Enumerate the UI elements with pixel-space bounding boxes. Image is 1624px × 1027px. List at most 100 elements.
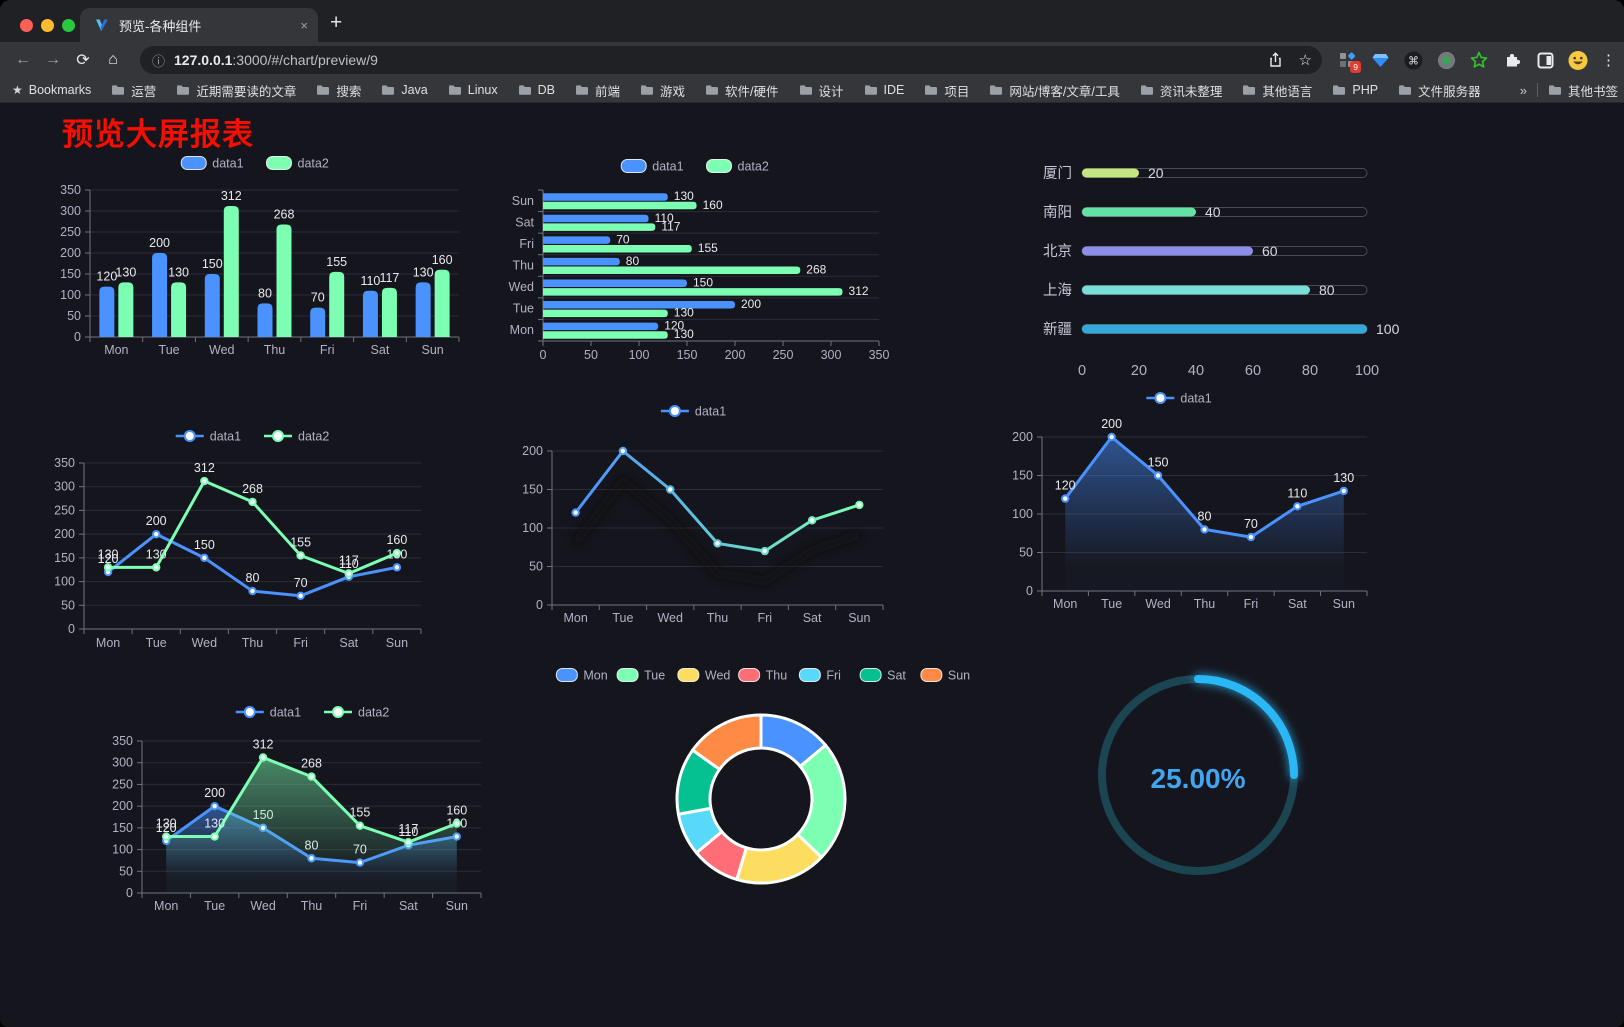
browser-menu-icon[interactable]: ⋮ xyxy=(1601,52,1616,69)
svg-text:50: 50 xyxy=(61,598,75,612)
extensions-puzzle-icon[interactable] xyxy=(1502,50,1522,70)
bookmark-item[interactable]: DB xyxy=(518,81,555,100)
svg-text:Tue: Tue xyxy=(204,899,225,913)
svg-text:Sun: Sun xyxy=(446,899,468,913)
svg-text:0: 0 xyxy=(540,348,547,362)
zoom-window-button[interactable] xyxy=(62,19,75,32)
svg-text:60: 60 xyxy=(1245,363,1261,379)
svg-text:200: 200 xyxy=(149,236,170,250)
extension-command-icon[interactable]: ⌘ xyxy=(1403,50,1423,70)
address-bar[interactable]: ⓘ 127.0.0.1 :3000/#/chart/preview/9 ☆ xyxy=(140,46,1322,74)
svg-text:110: 110 xyxy=(1287,486,1307,500)
svg-text:155: 155 xyxy=(349,806,370,820)
bookmark-item[interactable]: 游戏 xyxy=(640,81,685,100)
svg-text:300: 300 xyxy=(112,756,133,770)
svg-text:Thu: Thu xyxy=(512,259,534,273)
bookmark-item[interactable]: 前端 xyxy=(575,81,620,100)
forward-icon[interactable]: → xyxy=(45,51,61,68)
bookmarks-root[interactable]: ★ Bookmarks xyxy=(12,83,92,97)
folder-icon xyxy=(990,85,1003,95)
svg-text:Sat: Sat xyxy=(371,343,390,357)
svg-text:50: 50 xyxy=(119,864,133,878)
svg-text:70: 70 xyxy=(616,232,630,246)
extension-star-icon[interactable] xyxy=(1469,50,1489,70)
new-tab-button[interactable]: + xyxy=(330,11,343,34)
bookmark-item[interactable]: Linux xyxy=(448,81,498,100)
home-icon[interactable]: ⌂ xyxy=(108,51,118,68)
svg-text:Thu: Thu xyxy=(301,899,323,913)
divider xyxy=(1536,83,1538,97)
bookmark-item[interactable]: IDE xyxy=(864,81,904,100)
bookmark-item[interactable]: 搜索 xyxy=(316,81,361,100)
svg-text:Tue: Tue xyxy=(612,611,633,625)
gauge-chart[interactable]: 25.00% xyxy=(1090,663,1320,894)
reload-icon[interactable]: ⟳ xyxy=(76,52,90,69)
svg-text:新疆: 新疆 xyxy=(1043,321,1072,338)
folder-icon xyxy=(925,85,938,95)
svg-text:150: 150 xyxy=(194,538,215,552)
svg-text:150: 150 xyxy=(60,267,81,281)
dual-area-line-chart[interactable]: data1 data2 0 50 100 150 200 250 300 350 Mon Tue Wed… xyxy=(98,678,532,929)
svg-text:110: 110 xyxy=(655,211,674,225)
bookmark-item[interactable]: 文件服务器 xyxy=(1398,81,1481,100)
close-window-button[interactable] xyxy=(20,19,33,32)
svg-text:300: 300 xyxy=(54,480,75,494)
bookmark-item[interactable]: PHP xyxy=(1332,81,1378,100)
svg-text:200: 200 xyxy=(522,444,543,458)
svg-text:268: 268 xyxy=(242,482,263,496)
bookmark-star-icon[interactable]: ☆ xyxy=(1298,52,1312,69)
horizontal-bar-chart[interactable]: data1 data2 Sun 130 160 Sat 110 117 Fri 70 155 Thu 8… xyxy=(498,148,897,379)
svg-text:Mon: Mon xyxy=(104,343,128,357)
folder-icon xyxy=(1399,85,1412,95)
bookmark-item[interactable]: 项目 xyxy=(924,81,969,100)
svg-text:⌘: ⌘ xyxy=(1408,55,1419,67)
svg-text:312: 312 xyxy=(221,189,242,203)
bookmark-item[interactable]: 运营 xyxy=(111,81,156,100)
svg-text:Wed: Wed xyxy=(1145,597,1171,611)
area-line-chart[interactable]: data1 0 50 100 150 200 Mon Tue Wed Thu Fri Sat Sun 12… xyxy=(973,384,1390,629)
svg-text:160: 160 xyxy=(432,253,453,267)
grouped-bar-chart[interactable]: data1 data2 0 50 100 150 200 250 300 350 Mon Tue Wed… xyxy=(45,145,470,376)
svg-text:110: 110 xyxy=(398,825,418,839)
gauge-svg: 25.00% xyxy=(1098,675,1298,875)
svg-text:130: 130 xyxy=(674,327,694,341)
svg-text:Tue: Tue xyxy=(513,302,534,316)
minimize-window-button[interactable] xyxy=(41,19,54,32)
svg-text:100: 100 xyxy=(1376,321,1400,337)
svg-text:0: 0 xyxy=(74,330,81,344)
svg-text:130: 130 xyxy=(674,306,694,320)
bookmark-item[interactable]: 网站/博客/文章/工具 xyxy=(989,81,1120,100)
svg-text:data1: data1 xyxy=(1180,392,1211,406)
bookmark-item[interactable]: Java xyxy=(381,81,428,100)
dual-line-chart[interactable]: data1 data2 0 50 100 150 200 250 300 350 Mon Tue Wed… xyxy=(40,423,470,668)
browser-tab[interactable]: 预览-各种组件 × xyxy=(80,8,318,42)
tab-close-icon[interactable]: × xyxy=(300,17,308,33)
svg-text:Sun: Sun xyxy=(512,194,534,208)
svg-text:160: 160 xyxy=(446,804,467,818)
bookmarks-overflow-chevron[interactable]: » xyxy=(1519,82,1527,98)
svg-text:150: 150 xyxy=(1148,456,1169,470)
bookmark-item[interactable]: 近期需要读的文章 xyxy=(176,81,296,100)
gradient-line-chart[interactable]: data1 0 50 100 150 200 Mon Tue Wed Thu Fri Sat Sun xyxy=(495,394,897,641)
extension-grid-icon[interactable]: 9 xyxy=(1337,50,1361,73)
share-icon[interactable] xyxy=(1268,52,1283,68)
site-info-icon[interactable]: ⓘ xyxy=(152,53,166,69)
svg-text:110: 110 xyxy=(339,557,359,571)
bookmark-item[interactable]: 其他语言 xyxy=(1242,81,1312,100)
extension-gem-icon[interactable] xyxy=(1370,50,1390,70)
extension-splitscreen-icon[interactable] xyxy=(1535,50,1555,70)
svg-text:130: 130 xyxy=(156,817,177,831)
progress-bars-chart[interactable]: 厦门 20 南阳 40 北京 60 上海 80 新疆 100 0 20 40 60 80 100 xyxy=(988,149,1424,390)
bookmark-item[interactable]: 资讯未整理 xyxy=(1140,81,1222,100)
bookmark-item[interactable]: 设计 xyxy=(799,81,844,100)
svg-text:200: 200 xyxy=(725,348,746,362)
back-icon[interactable]: ← xyxy=(15,51,31,68)
other-bookmarks[interactable]: 其他书签 xyxy=(1548,81,1618,100)
extension-record-icon[interactable] xyxy=(1436,50,1456,70)
bookmarks-bar: ★ Bookmarks 运营 近期需要读的文章 搜索 Java Linux DB 前端 游戏 软… xyxy=(0,78,1624,103)
profile-avatar[interactable] xyxy=(1568,50,1588,70)
donut-chart[interactable]: Mon Tue Wed Thu Fri Sat Sun xyxy=(548,639,978,946)
svg-text:data2: data2 xyxy=(298,157,329,171)
bookmark-item[interactable]: 软件/硬件 xyxy=(705,81,779,100)
svg-text:200: 200 xyxy=(60,246,81,260)
